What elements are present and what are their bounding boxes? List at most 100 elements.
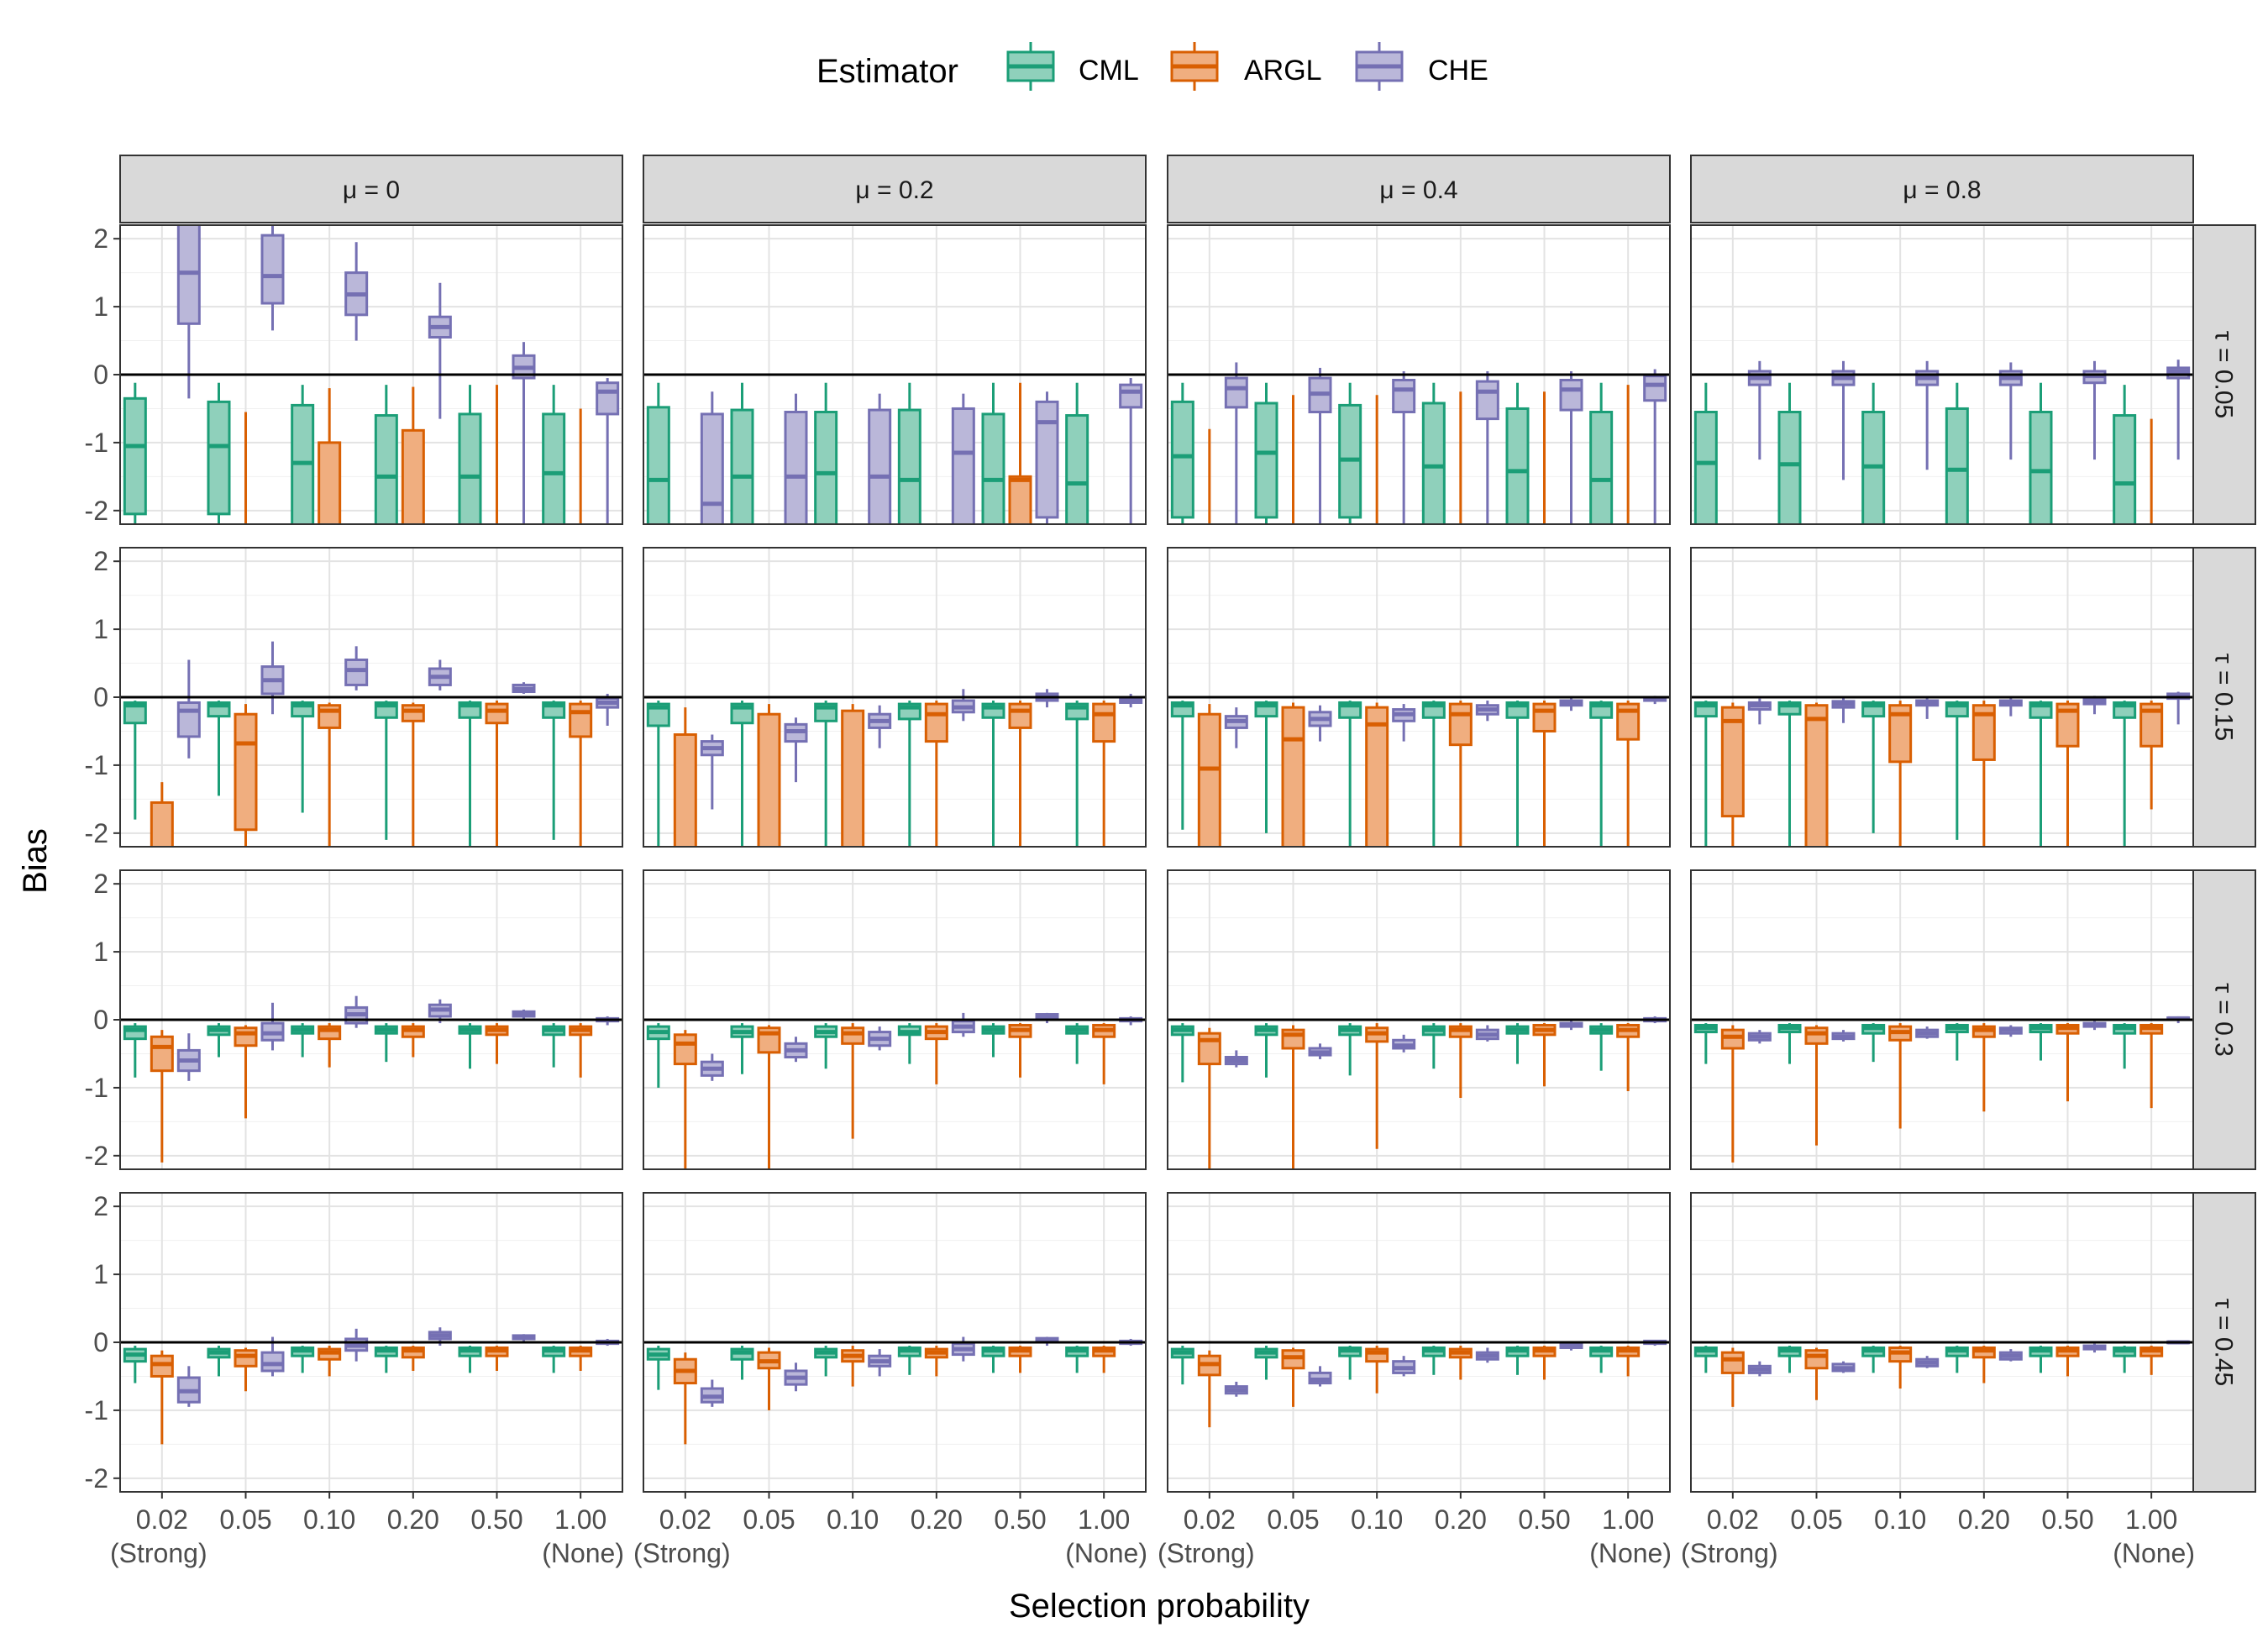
box-argl bbox=[924, 1346, 948, 1377]
box-argl bbox=[1092, 1346, 1116, 1373]
box-body bbox=[1008, 702, 1032, 729]
box-cml bbox=[2113, 385, 2137, 524]
box-cml bbox=[1338, 701, 1362, 847]
panel-border bbox=[643, 547, 1147, 848]
box-cml bbox=[1693, 701, 1718, 847]
box-body bbox=[1804, 1349, 1829, 1370]
box-cml bbox=[1170, 1346, 1194, 1385]
y-tick-label: -2 bbox=[85, 818, 108, 848]
x-axis-title: Selection probability bbox=[1009, 1588, 1310, 1625]
box-cml bbox=[897, 701, 921, 847]
x-tick-sublabel: (Strong) bbox=[1681, 1538, 1778, 1568]
panel-border bbox=[1690, 224, 2194, 525]
box-body bbox=[401, 428, 425, 524]
box-argl bbox=[1365, 1346, 1389, 1394]
box-body bbox=[700, 412, 724, 524]
box-argl bbox=[2055, 1346, 2080, 1377]
box-che bbox=[1747, 698, 1772, 725]
box-argl bbox=[1208, 428, 1211, 524]
box-argl bbox=[1281, 1025, 1305, 1169]
facet-panel: 0.02(Strong) 0.05 0.10 0.20 0.50 1.00(None) bbox=[633, 1192, 1147, 1568]
box-cml bbox=[1421, 1346, 1446, 1375]
y-tick-label: 0 bbox=[93, 1005, 108, 1035]
box-body bbox=[1281, 706, 1305, 847]
panel-data bbox=[646, 378, 1143, 524]
box-cml bbox=[1254, 1023, 1278, 1078]
box-argl bbox=[757, 1025, 781, 1169]
box-che bbox=[868, 705, 892, 748]
box-cml bbox=[730, 1346, 754, 1380]
y-tick-label: 1 bbox=[93, 291, 108, 322]
box-che bbox=[1308, 1043, 1332, 1059]
box-cml bbox=[981, 382, 1005, 524]
panel-data bbox=[1693, 1016, 2191, 1163]
panel-border bbox=[1167, 224, 1671, 525]
legend-title: Estimator bbox=[816, 53, 958, 90]
box-che bbox=[512, 1009, 536, 1020]
box-body bbox=[1035, 400, 1059, 519]
x-tick-sublabel: (None) bbox=[1589, 1538, 1672, 1568]
legend-item-argl: ARGL bbox=[1170, 42, 1322, 91]
box-cml bbox=[1421, 382, 1446, 524]
x-tick-label: 0.10 bbox=[1874, 1504, 1926, 1535]
box-body bbox=[1365, 706, 1389, 847]
box-cml bbox=[1945, 701, 1969, 840]
box-cml bbox=[897, 1346, 921, 1375]
box-argl bbox=[2139, 701, 2164, 810]
box-cml bbox=[2113, 701, 2137, 847]
box-che bbox=[1831, 1361, 1856, 1373]
x-tick-label: 0.20 bbox=[1958, 1504, 2010, 1535]
box-cml bbox=[1693, 1346, 1718, 1373]
box-argl bbox=[1281, 1347, 1305, 1407]
box-body bbox=[951, 407, 975, 524]
box-che bbox=[784, 717, 808, 783]
box-che bbox=[700, 1379, 724, 1407]
y-axis-title: Bias bbox=[17, 828, 54, 894]
box-cml bbox=[814, 701, 838, 847]
box-che bbox=[428, 999, 452, 1024]
box-che bbox=[951, 689, 975, 722]
box-che bbox=[260, 1336, 285, 1377]
box-cml bbox=[1589, 1346, 1614, 1373]
box-argl bbox=[2139, 1346, 2164, 1375]
box-argl bbox=[757, 704, 781, 847]
box-argl bbox=[318, 702, 342, 847]
facet-panel bbox=[643, 547, 1147, 848]
x-tick-sublabel: (Strong) bbox=[1158, 1538, 1255, 1568]
box-argl bbox=[1720, 1025, 1745, 1163]
box-argl bbox=[673, 1030, 697, 1169]
box-che bbox=[1224, 1381, 1248, 1397]
box-che bbox=[260, 641, 285, 715]
box-argl bbox=[234, 1025, 258, 1119]
box-body bbox=[784, 411, 808, 524]
box-argl bbox=[2055, 701, 2080, 847]
x-tick-sublabel: (Strong) bbox=[633, 1538, 731, 1568]
box-argl bbox=[401, 702, 425, 847]
box-argl bbox=[1971, 1023, 1996, 1112]
box-body bbox=[1777, 411, 1802, 524]
box-body bbox=[1065, 414, 1089, 524]
box-argl bbox=[244, 412, 247, 524]
box-cml bbox=[1693, 382, 1718, 524]
box-argl bbox=[1804, 702, 1829, 847]
box-cml bbox=[207, 382, 231, 524]
box-argl bbox=[1008, 382, 1032, 524]
box-che bbox=[1035, 1012, 1059, 1024]
box-argl bbox=[2139, 1023, 2164, 1109]
box-cml bbox=[2029, 382, 2053, 524]
box-argl bbox=[1532, 1346, 1557, 1380]
box-che bbox=[784, 393, 808, 524]
box-che bbox=[951, 1012, 975, 1037]
box-cml bbox=[1861, 1346, 1886, 1373]
box-cml bbox=[1777, 382, 1802, 524]
box-body bbox=[234, 1026, 258, 1047]
box-che bbox=[1475, 370, 1499, 524]
box-body bbox=[1092, 702, 1116, 743]
y-tick-label: -2 bbox=[85, 1141, 108, 1171]
panel-border bbox=[1690, 547, 2194, 848]
box-che bbox=[1224, 1050, 1248, 1068]
box-cml bbox=[1945, 1023, 1969, 1061]
box-cml bbox=[2029, 1023, 2053, 1061]
x-tick-label: 0.20 bbox=[911, 1504, 963, 1535]
x-tick-label: 0.20 bbox=[387, 1504, 439, 1535]
